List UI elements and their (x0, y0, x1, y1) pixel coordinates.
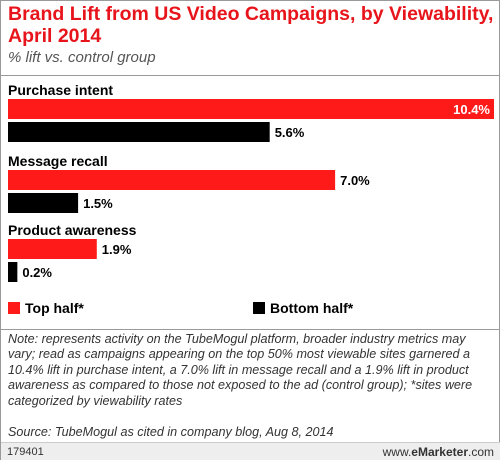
category-label-purchase-intent: Purchase intent (8, 82, 113, 98)
legend-swatch-bottom-half (253, 302, 265, 314)
value-label-message-recall-top-half: 7.0% (340, 173, 370, 188)
legend-item-bottom-half: Bottom half* (253, 300, 353, 316)
value-label-product-awareness-bottom-half: 0.2% (22, 265, 52, 280)
legend-label-top-half: Top half* (25, 300, 84, 316)
site-brand: eMarketer (411, 445, 468, 459)
chart-id: 179401 (7, 446, 44, 458)
value-label-purchase-intent-bottom-half: 5.6% (275, 125, 305, 140)
notes-divider (1, 329, 500, 330)
legend-item-top-half: Top half* (8, 300, 84, 316)
legend-swatch-top-half (8, 302, 20, 314)
legend: Top half* Bottom half* (1, 297, 500, 321)
bar-message-recall-bottom-half (8, 193, 79, 213)
value-label-product-awareness-top-half: 1.9% (102, 242, 132, 257)
bar-chart: Purchase intent 10.4% 5.6% Message recall 7.… (8, 82, 494, 282)
legend-label-bottom-half: Bottom half* (270, 300, 354, 316)
value-label-purchase-intent-top-half: 10.4% (453, 102, 490, 117)
chart-note: Note: represents activity on the TubeMog… (8, 332, 473, 408)
chart-title: Brand Lift from US Video Campaigns, by V… (8, 3, 494, 47)
footer: 179401 www.eMarketer.com (1, 442, 500, 460)
category-label-message-recall: Message recall (8, 153, 108, 169)
value-label-message-recall-bottom-half: 1.5% (83, 196, 113, 211)
site-link[interactable]: www.eMarketer.com (383, 445, 494, 459)
category-label-product-awareness: Product awareness (8, 222, 137, 238)
bar-message-recall-top-half (8, 170, 336, 190)
site-prefix: www. (382, 445, 412, 459)
site-suffix: .com (467, 445, 494, 459)
bar-product-awareness-top-half (8, 239, 97, 259)
bar-purchase-intent-bottom-half (8, 122, 270, 142)
bar-purchase-intent-top-half (8, 99, 494, 119)
bar-product-awareness-bottom-half (8, 262, 18, 282)
chart-source: Source: TubeMogul as cited in company bl… (8, 425, 334, 439)
chart-subtitle: % lift vs. control group (8, 49, 156, 66)
title-divider (1, 75, 500, 76)
